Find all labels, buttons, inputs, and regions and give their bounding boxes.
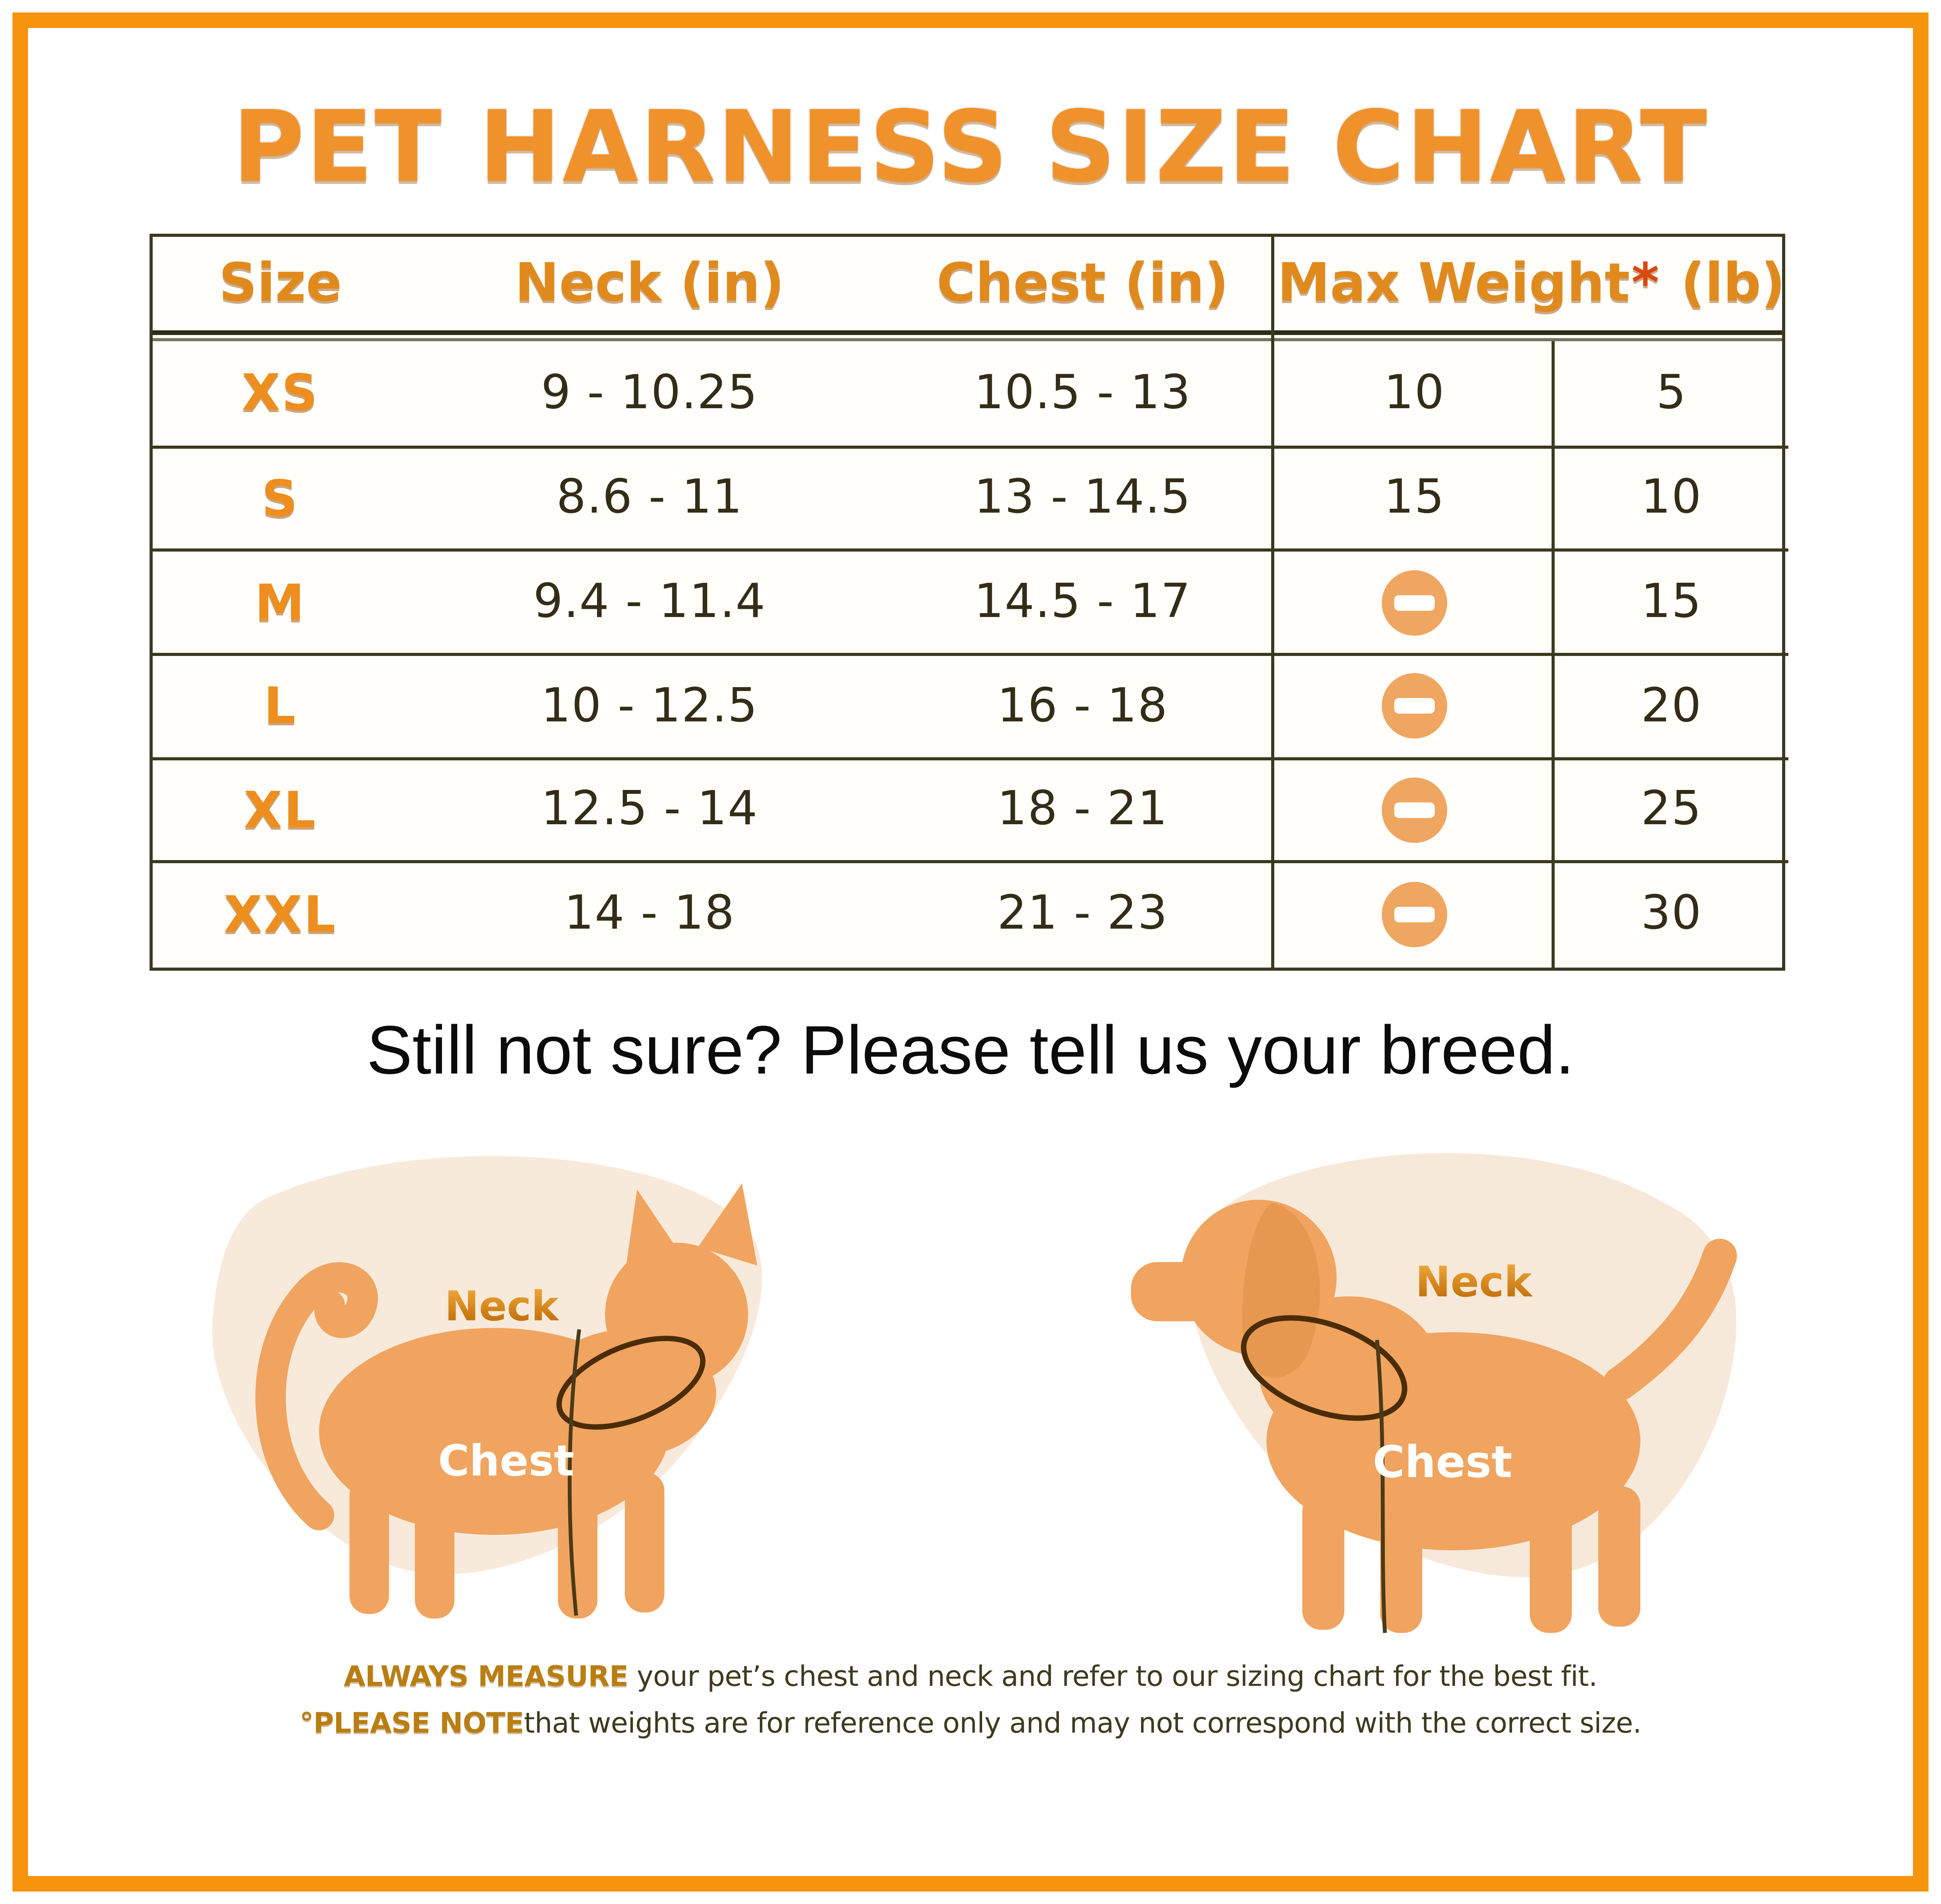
max-weight-label: Max Weight — [1277, 252, 1630, 315]
cat-measurement-figure: Neck Chest — [212, 1156, 762, 1619]
neck-cell: 10 - 12.5 — [541, 679, 758, 734]
dog-neck-label: Neck — [1415, 1258, 1533, 1306]
dog-silhouette — [1131, 1200, 1737, 1633]
max-weight-col2-cell: 30 — [1641, 887, 1702, 941]
max-weight-col2-cell: 10 — [1641, 471, 1702, 526]
footnotes: ALWAYS MEASURE your pet’s chest and neck… — [62, 1655, 1879, 1748]
table-body: XS 9 - 10.25 10.5 - 13 10 5 S 8.6 - 11 1… — [153, 341, 1788, 964]
outer-orange-frame — [12, 12, 1929, 1892]
max-weight-col1-cell — [1274, 552, 1555, 653]
neck-cell: 9.4 - 11.4 — [533, 575, 766, 630]
header-separator-double-line — [153, 330, 1782, 341]
size-cell: XL — [243, 780, 317, 840]
header-max-weight: Max Weight * (lb) — [1274, 237, 1788, 330]
minus-circle-icon — [1382, 777, 1447, 843]
size-cell: XS — [241, 363, 319, 423]
note-highlight: ALWAYS MEASURE — [343, 1661, 629, 1694]
size-chart-table: Size Neck (in) Chest (in) Max Weight * (l… — [150, 234, 1788, 971]
chest-cell: 21 - 23 — [997, 887, 1168, 941]
table-row: XXL 14 - 18 21 - 23 30 — [153, 860, 1788, 964]
cat-neck-measure-loop — [556, 1336, 706, 1430]
minus-circle-icon — [1382, 673, 1447, 739]
cat-silhouette — [255, 1183, 757, 1619]
max-weight-asterisk: * — [1631, 252, 1659, 315]
table-row: S 8.6 - 11 13 - 14.5 15 10 — [153, 445, 1788, 549]
cat-chest-label: Chest — [438, 1436, 574, 1486]
chest-cell: 14.5 - 17 — [974, 575, 1191, 630]
size-cell: XXL — [224, 884, 337, 944]
chest-cell: 18 - 21 — [997, 783, 1168, 837]
note-text: your pet’s chest and neck and refer to o… — [628, 1661, 1598, 1694]
max-weight-col2-cell: 15 — [1641, 575, 1702, 630]
table-header-row: Size Neck (in) Chest (in) Max Weight * (l… — [153, 237, 1785, 330]
header-size: Size — [219, 252, 342, 315]
max-weight-col2-cell: 20 — [1641, 679, 1702, 734]
note-always-measure: ALWAYS MEASURE your pet’s chest and neck… — [62, 1655, 1879, 1701]
neck-cell: 14 - 18 — [564, 887, 735, 941]
size-cell: S — [261, 469, 299, 528]
cat-neck-label: Neck — [445, 1282, 560, 1330]
table-divider-maxweight — [1271, 237, 1274, 968]
max-weight-col1-cell: 15 — [1384, 471, 1445, 526]
dog-chest-label: Chest — [1373, 1437, 1512, 1488]
header-chest: Chest (in) — [937, 252, 1229, 315]
max-weight-col2-cell: 5 — [1656, 366, 1687, 421]
chest-cell: 13 - 14.5 — [974, 471, 1191, 526]
neck-cell: 9 - 10.25 — [541, 366, 758, 421]
size-cell: L — [264, 677, 297, 736]
note-asterisk-prefix: ° — [299, 1708, 314, 1740]
note-text: that weights are for reference only and … — [524, 1708, 1642, 1740]
max-weight-col1-cell — [1274, 864, 1555, 964]
size-cell: M — [255, 573, 306, 632]
table-divider-weight-subcolumns — [1552, 341, 1555, 968]
neck-cell: 12.5 - 14 — [541, 783, 758, 837]
cat-chest-measure-line — [567, 1329, 581, 1616]
note-please-note: °PLEASE NOTEthat weights are for referen… — [62, 1701, 1879, 1748]
dog-measurement-figure: Neck Chest — [1131, 1153, 1737, 1633]
table-row: L 10 - 12.5 16 - 18 20 — [153, 652, 1788, 757]
max-weight-unit: (lb) — [1680, 252, 1786, 315]
max-weight-col2-cell: 25 — [1641, 783, 1702, 837]
max-weight-col1-cell: 10 — [1384, 366, 1445, 421]
breed-question-text: Still not sure? Please tell us your bree… — [366, 1013, 1575, 1089]
minus-circle-icon — [1382, 569, 1447, 635]
dog-neck-measure-loop — [1241, 1315, 1407, 1421]
page-title: PET HARNESS SIZE CHART — [232, 90, 1709, 204]
dog-chest-measure-line — [1375, 1340, 1387, 1633]
table-row: XL 12.5 - 14 18 - 21 25 — [153, 756, 1788, 861]
minus-circle-icon — [1382, 881, 1447, 947]
table-row: XS 9 - 10.25 10.5 - 13 10 5 — [153, 341, 1788, 445]
header-neck: Neck (in) — [514, 252, 785, 315]
max-weight-col1-cell — [1274, 760, 1555, 861]
table-row: M 9.4 - 11.4 14.5 - 17 15 — [153, 549, 1788, 653]
max-weight-col1-cell — [1274, 656, 1555, 757]
chest-cell: 16 - 18 — [997, 679, 1168, 734]
chest-cell: 10.5 - 13 — [974, 366, 1191, 421]
neck-cell: 8.6 - 11 — [556, 471, 743, 526]
note-highlight: PLEASE NOTE — [313, 1708, 524, 1740]
